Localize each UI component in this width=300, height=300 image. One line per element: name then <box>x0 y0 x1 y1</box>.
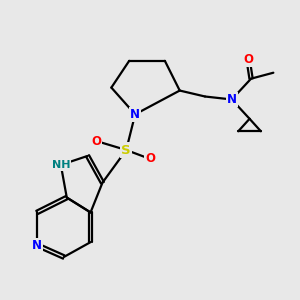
Text: N: N <box>227 93 237 106</box>
Text: NH: NH <box>52 160 70 170</box>
Text: O: O <box>243 53 253 66</box>
Text: O: O <box>145 152 155 165</box>
Text: N: N <box>32 238 42 252</box>
Text: S: S <box>122 143 131 157</box>
Text: O: O <box>92 135 101 148</box>
Text: N: N <box>130 108 140 121</box>
